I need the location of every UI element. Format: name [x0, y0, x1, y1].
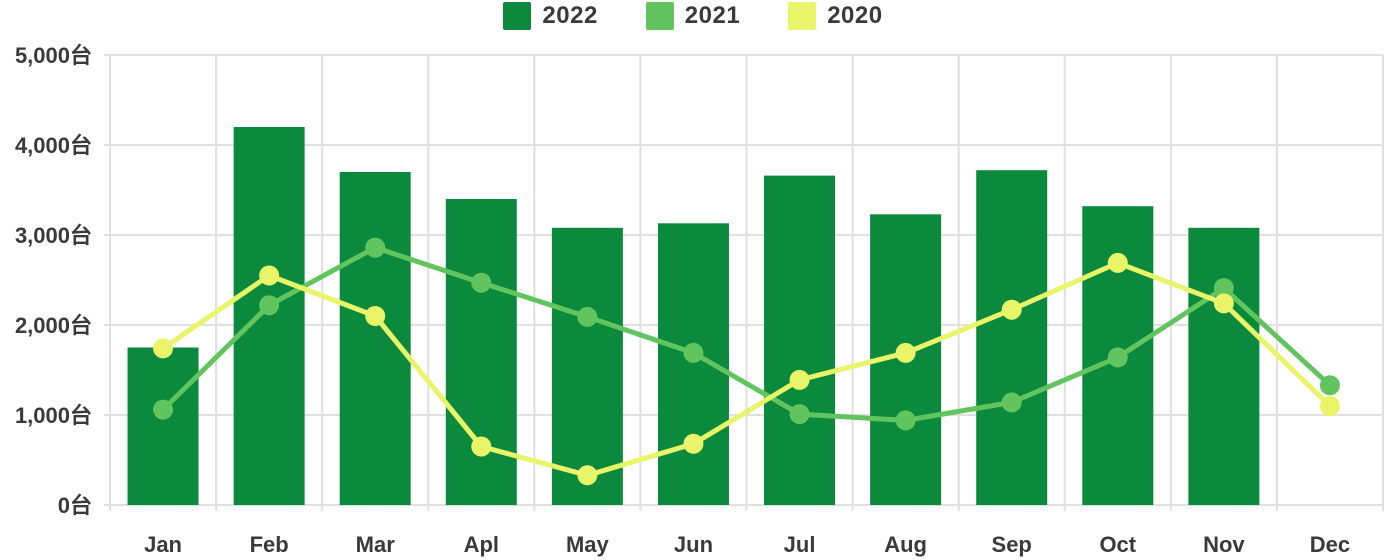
legend-label-2022: 2022 — [542, 2, 598, 29]
legend-item-2021: 2021 — [645, 2, 741, 30]
point-2021-Feb — [259, 295, 280, 316]
x-axis-label-Aug: Aug — [884, 532, 927, 557]
x-axis-label-Apl: Apl — [464, 532, 499, 557]
point-2020-Dec — [1319, 396, 1340, 416]
x-axis-label-Nov: Nov — [1203, 532, 1245, 557]
legend-swatch-2021-icon — [645, 2, 674, 30]
bar-2022-Nov — [1188, 227, 1260, 506]
bar-2022-Apl — [445, 199, 517, 505]
point-2021-Aug — [895, 410, 916, 431]
bar-2022-Mar — [339, 172, 411, 505]
x-axis-label-May: May — [566, 532, 610, 557]
x-axis-label-Dec: Dec — [1310, 532, 1350, 557]
point-2020-Nov — [1213, 293, 1234, 314]
bar-2022-May — [551, 227, 623, 506]
bar-2022-Jun — [657, 223, 729, 506]
point-2020-Jun — [683, 433, 704, 454]
point-2020-Jul — [789, 369, 810, 390]
point-2020-Apl — [471, 436, 492, 457]
legend-label-2020: 2020 — [827, 2, 883, 29]
point-2020-Mar — [365, 306, 386, 326]
y-axis-label-4000: 4,000台 — [15, 133, 92, 158]
point-2021-Apl — [471, 272, 492, 293]
point-2021-Jul — [789, 404, 810, 425]
point-2020-Aug — [895, 342, 916, 363]
bar-2022-Jul — [764, 175, 836, 505]
x-axis-label-Jun: Jun — [674, 532, 713, 557]
x-axis-label-Jul: Jul — [784, 532, 816, 557]
x-axis-label-Feb: Feb — [250, 532, 289, 557]
y-axis-label-5000: 5,000台 — [15, 43, 92, 68]
y-axis-label-1000: 1,000台 — [15, 403, 92, 428]
point-2021-May — [577, 306, 598, 327]
point-2021-Dec — [1319, 375, 1340, 396]
y-axis-label-2000: 2,000台 — [15, 313, 92, 338]
x-axis-label-Jan: Jan — [144, 532, 182, 557]
point-2021-Oct — [1107, 347, 1128, 368]
point-2021-Jan — [153, 399, 174, 420]
legend-swatch-2020-icon — [788, 2, 817, 30]
y-axis-label-0: 0台 — [58, 493, 92, 518]
bar-2022-Jan — [127, 347, 199, 505]
point-2020-Oct — [1107, 252, 1128, 273]
point-2021-Nov — [1213, 278, 1234, 299]
bar-2022-Sep — [976, 170, 1048, 505]
legend-item-2022: 2022 — [503, 2, 597, 30]
point-2021-Sep — [1001, 392, 1022, 413]
point-2021-Jun — [683, 342, 704, 363]
legend-label-2021: 2021 — [684, 2, 741, 29]
point-2021-Mar — [365, 237, 386, 258]
legend-swatch-2022-icon — [503, 2, 532, 30]
x-axis-label-Oct: Oct — [1099, 532, 1136, 557]
chart-legend: 2022 2021 2020 — [0, 2, 1386, 30]
point-2020-Sep — [1001, 299, 1022, 320]
bar-2022-Feb — [233, 127, 305, 505]
legend-item-2020: 2020 — [788, 2, 882, 30]
line-2021 — [160, 245, 1333, 423]
x-axis-label-Sep: Sep — [992, 532, 1032, 557]
point-2020-Jan — [153, 338, 174, 359]
line-2020 — [160, 260, 1333, 478]
x-axis-label-Mar: Mar — [356, 532, 396, 557]
y-axis-label-3000: 3,000台 — [15, 223, 92, 248]
point-2020-May — [577, 465, 598, 486]
point-2020-Feb — [259, 265, 280, 286]
